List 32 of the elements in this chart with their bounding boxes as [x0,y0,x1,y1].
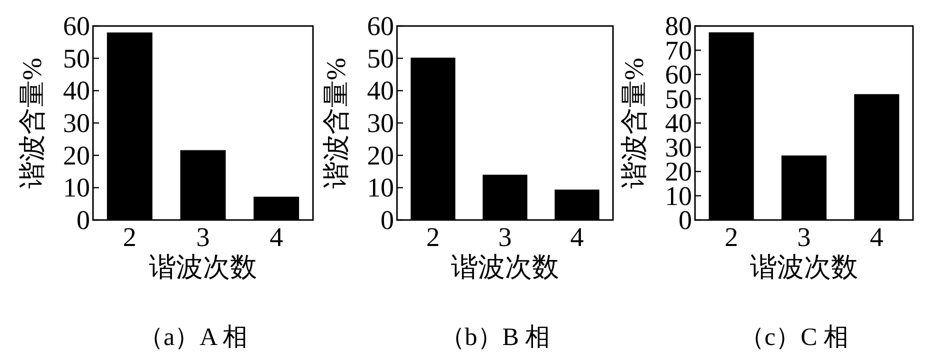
y-tick-label: 50 [63,43,90,74]
y-tick-label: 10 [367,172,394,203]
x-tick-label: 2 [122,222,136,252]
y-tick-label: 30 [367,108,394,138]
y-tick-label: 20 [367,140,394,170]
x-tick-label: 4 [870,222,884,252]
x-tick-label: 2 [724,222,738,252]
x-tick-label: 3 [498,222,512,252]
x-tick-label: 4 [570,222,584,252]
y-tick-label: 0 [76,205,90,235]
x-axis-title: 谐波次数 [750,252,858,282]
y-tick-label: 60 [367,11,394,41]
x-tick-label: 3 [797,222,811,252]
y-tick-label: 40 [63,76,90,106]
y-axis-title: 谐波含量% [17,58,47,188]
y-tick-label: 50 [367,43,394,74]
x-axis-title: 谐波次数 [149,252,257,282]
y-tick-label: 10 [63,172,90,203]
x-tick-label: 3 [196,222,210,252]
y-tick-label: 60 [63,11,90,41]
text: （c）C 相 [739,324,849,351]
x-tick-label: 4 [270,222,284,252]
y-tick-label: 30 [63,108,90,138]
y-tick-label: 20 [63,140,90,170]
x-axis-title: 谐波次数 [451,252,559,282]
y-axis-title: 谐波含量% [619,58,649,188]
text: （a）A 相 [138,324,248,351]
text: （b）B 相 [440,324,550,351]
y-axis-title: 谐波含量% [321,58,351,188]
y-tick-label: 40 [367,76,394,106]
x-tick-label: 2 [426,222,440,252]
y-tick-label: 0 [380,205,394,235]
